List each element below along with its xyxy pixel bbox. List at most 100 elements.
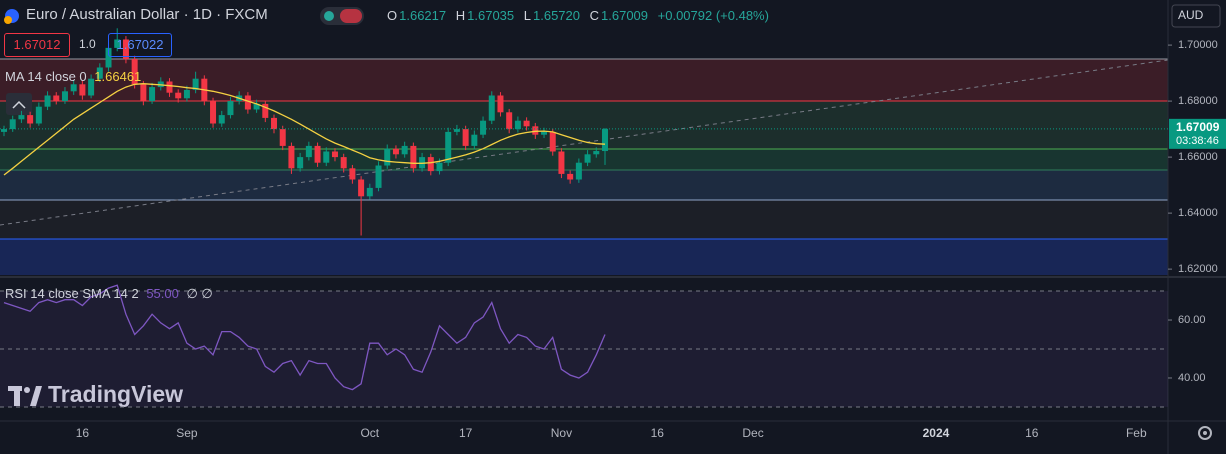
candle-body [79,84,86,96]
candle-body [462,129,469,146]
y-tick-label: 60.00 [1178,314,1206,326]
ohlc-value: 1.67035 [467,8,515,23]
candle-body [410,145,417,169]
watermark: TradingView [48,381,183,407]
x-tick-label: 16 [76,426,90,440]
x-tick-label: Dec [742,426,763,440]
candle-body [175,92,182,99]
candle-body [70,84,77,92]
watermark-logo [8,386,42,406]
x-tick-label: Sep [176,426,198,440]
zone [0,149,1168,170]
candle-body [88,78,95,96]
zone [0,200,1168,239]
candle-body [471,134,478,146]
ohlc-key: C [589,8,600,23]
spread: 1.0 [79,37,96,51]
candle-body [122,39,129,60]
candle-body [506,112,513,130]
candle-body [192,78,199,90]
chevron-icon [12,100,26,109]
candle-body [27,115,34,124]
candle-body [1,129,7,132]
ma-value: 1.66461 [94,69,142,84]
candle-body [375,165,382,188]
candle-body [541,131,548,135]
candle-body [384,148,391,166]
candle-body [436,162,443,172]
candle-body [183,89,190,99]
candle-body [262,103,269,118]
currency-box[interactable] [1171,4,1221,28]
candle-body [401,145,408,155]
candle-body [558,151,565,174]
collapse-button[interactable] [6,93,32,115]
candle-body [514,120,521,130]
x-tick-label: Nov [551,426,572,440]
x-tick-label: Oct [360,426,379,440]
toggle-dot [324,11,334,21]
ma-name: MA 14 close 0 [5,69,87,84]
buy-button[interactable]: 1.67022 [108,33,172,57]
candle-body [427,157,434,172]
ohlc-value: 1.67009 [601,8,649,23]
toggle-knob [340,9,362,23]
candle-body [593,151,600,155]
y-tick-label: 1.70000 [1178,39,1218,51]
candle-body [549,131,556,152]
ohlc-key: H [455,8,466,23]
symbol-icon [4,16,12,24]
candle-body [297,157,304,169]
candle-body [601,128,608,152]
symbol-title: Euro / Australian Dollar · 1D · FXCM [26,6,268,23]
candle-body [532,126,539,135]
candle-body [131,59,138,85]
candle-body [523,120,530,127]
candle-body [9,119,16,130]
candle-body [44,95,51,107]
x-tick-label: 16 [1025,426,1039,440]
candle-body [584,154,591,163]
candle-body [227,101,234,116]
candle-body [244,95,251,110]
candle-body [575,162,582,180]
candle-body [488,95,495,121]
last-price: 1.67009 [1176,120,1220,134]
line-series [3,284,606,391]
rsi-name: RSI 14 close SMA 14 2 [5,286,139,301]
candle-body [35,106,42,124]
candle-body [349,168,356,180]
rsi-value: 55.00 [146,286,179,301]
candle-body [61,91,68,102]
x-tick-label: 17 [459,426,473,440]
ohlc-value: 1.65720 [533,8,580,23]
candle-body [253,103,260,110]
y-tick-label: 1.66000 [1178,151,1218,163]
line-series [3,83,606,176]
candle-body [340,157,347,169]
candle-body [149,87,156,102]
y-tick-label: 1.64000 [1178,207,1218,219]
sell-button[interactable]: 1.67012 [4,33,70,57]
candle-body [288,145,295,169]
candle-body [271,117,278,130]
candle-body [358,179,365,197]
candle-body [166,81,173,93]
candle-body [105,47,112,68]
zone [0,170,1168,200]
currency: AUD [1178,8,1204,22]
candle-body [140,84,147,102]
ma-legend: MA 14 close 0 1.66461 [5,69,141,84]
candle-body [453,129,460,132]
candle-body [331,151,338,158]
rsi-extra: ∅ ∅ [186,286,213,301]
candle-body [18,115,25,120]
rsi-legend: RSI 14 close SMA 14 2 55.00 ∅ ∅ [5,286,213,302]
price-label-bg [1169,118,1226,149]
candle-body [305,145,312,158]
settings-icon[interactable] [1198,426,1212,440]
candle-body [114,39,121,48]
candle-body [314,145,321,163]
